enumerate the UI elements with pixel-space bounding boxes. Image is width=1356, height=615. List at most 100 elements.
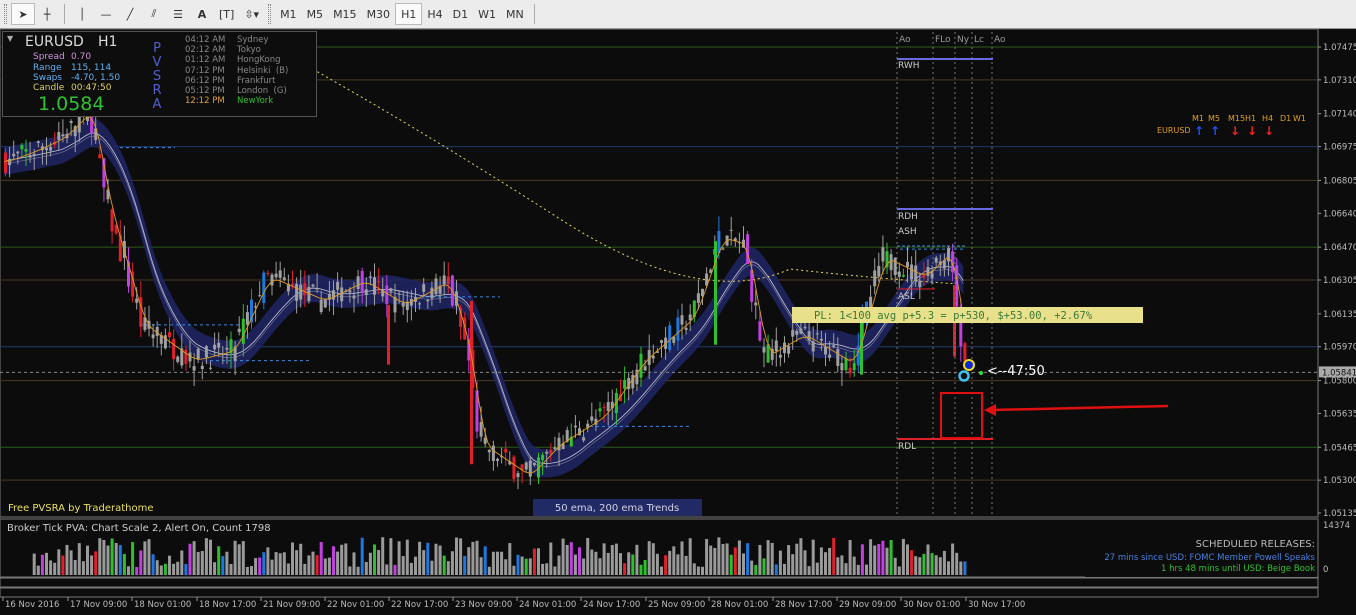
cursor-tool[interactable]: ➤	[11, 3, 35, 25]
collapse-icon[interactable]: ▼	[7, 34, 14, 43]
pl-label-box	[792, 307, 1143, 323]
volume-bar	[110, 538, 114, 575]
volume-bar	[955, 552, 959, 575]
volume-bar	[311, 551, 315, 575]
volume-bar	[832, 538, 836, 575]
price-chart[interactable]: Ao FLo Ny Lc Ao RWH RDH ASH ASL RDL PL: 1<100 avg …	[0, 29, 1356, 615]
volume-bar	[139, 550, 143, 575]
volume-bar	[262, 552, 266, 575]
candle-body	[385, 285, 389, 305]
timeframe-d1[interactable]: D1	[452, 7, 469, 21]
climax-candle	[470, 300, 473, 465]
volume-bar	[524, 558, 528, 575]
volume-bar	[930, 553, 934, 575]
timeframe-h1[interactable]: H1	[395, 3, 423, 25]
candle-body	[557, 437, 561, 451]
candle-body	[881, 247, 885, 262]
volume-bar	[155, 560, 159, 575]
candle-body	[61, 134, 65, 137]
volume-bar	[573, 554, 577, 575]
timeframe-h4[interactable]: H4	[427, 7, 443, 21]
candle-body	[537, 457, 540, 478]
candle-body	[942, 260, 946, 269]
volume-bar	[65, 544, 69, 575]
arrows-tool[interactable]: ⇳▾	[244, 7, 260, 21]
volume-bar	[233, 540, 237, 575]
volume-bar	[619, 553, 622, 575]
volume-bar	[860, 544, 864, 575]
volume-bar	[947, 561, 950, 575]
volume-bar	[172, 563, 176, 575]
volume-bar	[118, 545, 122, 575]
timeframe-m5[interactable]: M5	[306, 7, 324, 21]
fibonacci-tool[interactable]: ☰	[173, 7, 183, 21]
volume-bar	[487, 566, 491, 575]
candle-body	[959, 306, 963, 347]
timeframe-m15[interactable]: M15	[333, 7, 357, 21]
candle-body	[438, 285, 442, 294]
candle-body	[114, 224, 118, 234]
vertical-line-tool[interactable]: │	[78, 7, 86, 21]
volume-bar	[188, 543, 192, 575]
session-time: 05:12 PM	[185, 85, 225, 96]
candle-body	[532, 462, 536, 466]
volume-bar	[803, 550, 807, 575]
timeframe-w1[interactable]: W1	[478, 7, 496, 21]
candle-body	[750, 269, 754, 302]
timeframe-mn[interactable]: MN	[505, 7, 524, 21]
candle-body	[643, 366, 647, 371]
volume-bar	[512, 565, 516, 575]
volume-bar	[516, 554, 520, 575]
candle-body	[323, 299, 327, 308]
volume-bar	[360, 537, 364, 575]
pvsra-letter: R	[152, 83, 162, 98]
text-tool[interactable]: A	[197, 7, 207, 21]
volume-bar	[799, 538, 803, 575]
candle-body	[237, 328, 241, 333]
text-label-tool[interactable]: [T]	[219, 7, 235, 21]
candle-body	[213, 344, 217, 350]
volume-bar	[520, 556, 524, 575]
candle-body	[783, 342, 786, 354]
candle-body	[631, 374, 635, 389]
volume-bar	[332, 546, 335, 575]
volume-bar	[750, 560, 754, 575]
swaps-value: -4.70, 1.50	[71, 73, 121, 83]
volume-bar	[709, 545, 713, 575]
toolbar-grip[interactable]	[4, 4, 7, 24]
session-city: NewYork	[237, 96, 274, 107]
volume-bar	[869, 539, 873, 575]
volume-bar	[934, 555, 938, 575]
volume-bar	[651, 543, 655, 575]
trendline-tool[interactable]: ╱	[126, 7, 134, 21]
toolbar-grip[interactable]	[268, 4, 272, 24]
volume-bar	[914, 556, 918, 575]
crosshair-tool[interactable]: ┼	[43, 7, 51, 21]
volume-bar	[381, 537, 385, 575]
volume-bar	[373, 544, 376, 575]
volume-bar	[725, 543, 729, 575]
timeframe-m30[interactable]: M30	[366, 7, 391, 21]
volume-bar	[557, 555, 561, 575]
candle-body	[463, 317, 467, 340]
price-tick: 1.07475	[1323, 43, 1356, 53]
session-city: Helsinki (B)	[237, 65, 289, 76]
horizontal-line-tool[interactable]: —	[100, 7, 112, 21]
candle-body	[922, 275, 926, 278]
volume-bar	[873, 545, 877, 575]
volume-bar	[327, 557, 331, 575]
timeframe-m1[interactable]: M1	[280, 7, 297, 21]
volume-bar	[299, 543, 303, 575]
price-tick: 1.06305	[1323, 276, 1356, 286]
volume-bar	[204, 538, 208, 575]
volume-bar	[217, 546, 221, 575]
session-row: 06:12 PM Frankfurt	[185, 76, 288, 86]
candle-body	[696, 293, 700, 303]
candle-body	[151, 334, 155, 339]
equidistant-channel-tool[interactable]: ⫽	[151, 7, 157, 20]
candle-body	[303, 283, 307, 296]
price-tick: 1.07310	[1323, 76, 1356, 86]
volume-bar	[459, 538, 463, 575]
volume-bar	[81, 561, 85, 575]
candle-body	[368, 276, 372, 278]
